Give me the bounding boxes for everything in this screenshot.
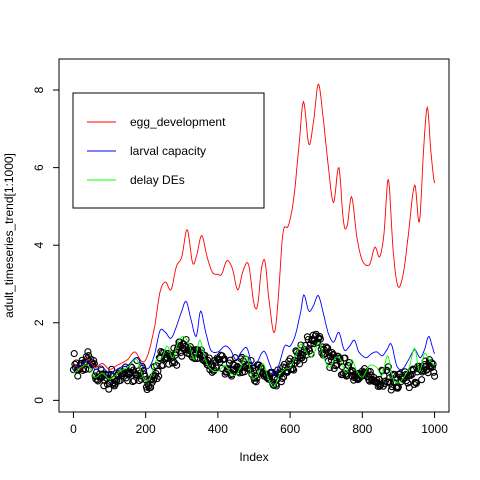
data-point xyxy=(430,368,438,376)
data-point xyxy=(308,336,316,344)
data-point xyxy=(212,364,220,372)
data-point xyxy=(85,351,93,360)
data-point xyxy=(386,379,395,387)
data-point xyxy=(267,369,275,377)
data-point xyxy=(405,384,413,392)
series-points xyxy=(69,330,439,394)
data-point xyxy=(104,371,112,379)
data-point xyxy=(394,383,402,391)
data-point xyxy=(70,350,78,358)
y-tick-label: 4 xyxy=(32,242,46,249)
data-point xyxy=(404,379,412,387)
x-tick-label: 800 xyxy=(352,422,372,436)
data-point xyxy=(428,363,436,371)
data-point xyxy=(412,379,421,387)
data-point xyxy=(170,344,178,352)
series-layer xyxy=(69,83,439,394)
data-point xyxy=(278,374,286,382)
data-point xyxy=(85,365,93,373)
data-point xyxy=(418,376,426,384)
data-point xyxy=(376,381,384,389)
x-tick-label: 400 xyxy=(208,422,228,436)
axis-layer: 0 200 400 600 800 1000 0 2 4 6 8 xyxy=(32,86,448,436)
series-line-2 xyxy=(73,335,435,388)
legend-label: delay DEs xyxy=(130,173,185,187)
data-point xyxy=(84,348,92,356)
data-point xyxy=(316,335,324,343)
data-point xyxy=(324,344,332,352)
data-point xyxy=(325,349,333,357)
y-tick-label: 8 xyxy=(32,86,46,93)
data-point xyxy=(136,372,144,380)
data-point xyxy=(304,336,312,344)
data-point xyxy=(431,372,439,380)
data-point xyxy=(147,383,155,392)
data-point xyxy=(205,354,213,362)
data-point xyxy=(178,352,186,360)
data-point xyxy=(252,378,260,386)
data-point xyxy=(154,367,162,375)
data-point xyxy=(341,354,349,362)
data-point xyxy=(429,360,437,368)
data-point xyxy=(384,363,392,371)
data-point xyxy=(410,366,418,374)
data-point xyxy=(90,357,98,365)
data-point xyxy=(297,341,305,349)
series-line-1 xyxy=(73,294,436,376)
data-point xyxy=(337,358,345,366)
data-point xyxy=(242,355,250,363)
data-point xyxy=(336,354,344,362)
data-point xyxy=(173,361,181,369)
data-point xyxy=(412,378,420,386)
data-point xyxy=(428,359,436,367)
data-point xyxy=(82,365,90,373)
data-point xyxy=(366,368,374,376)
data-point xyxy=(116,376,124,385)
x-tick-label: 0 xyxy=(70,422,77,436)
legend-label: larval capacity xyxy=(130,144,206,158)
x-axis-title: Index xyxy=(239,450,268,464)
y-tick-label: 0 xyxy=(32,397,46,404)
data-point xyxy=(290,366,298,374)
data-point xyxy=(155,372,163,380)
data-point xyxy=(129,378,137,386)
series-line-0 xyxy=(73,83,436,370)
data-point xyxy=(290,356,298,364)
x-tick-label: 200 xyxy=(136,422,156,436)
data-point xyxy=(150,376,158,384)
x-tick-label: 1000 xyxy=(421,422,448,436)
data-point xyxy=(141,372,149,380)
data-point xyxy=(298,351,306,360)
y-axis-title: adult_timeseries_trend[1:1000] xyxy=(2,153,16,318)
data-point xyxy=(407,371,415,380)
x-tick-label: 600 xyxy=(280,422,300,436)
data-point xyxy=(182,335,190,344)
y-tick-label: 6 xyxy=(32,164,46,171)
y-tick-label: 2 xyxy=(32,319,46,326)
legend-label: egg_development xyxy=(130,115,226,129)
